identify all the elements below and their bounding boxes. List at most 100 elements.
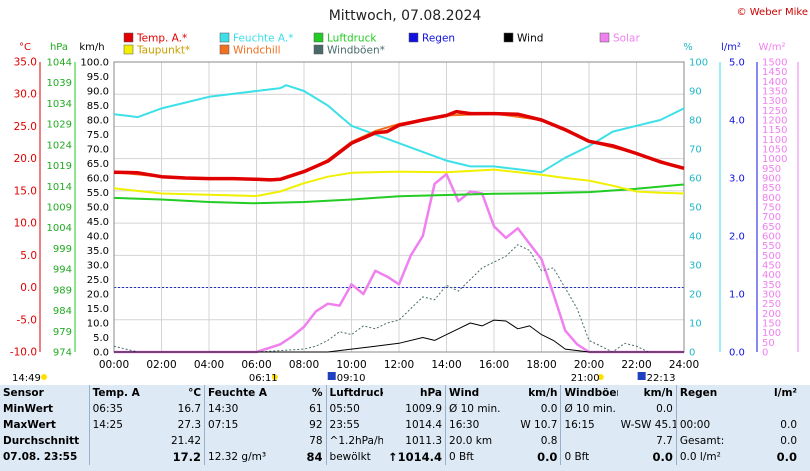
stats-cell xyxy=(675,401,742,417)
stats-cell: 0.0 xyxy=(776,450,797,464)
tick-label-rain: 5.0 xyxy=(729,58,745,69)
tick-label-speed: 100.0 xyxy=(80,58,109,69)
stats-cell: 0.0 xyxy=(540,403,558,415)
tick-label-solar: 250 xyxy=(762,299,781,310)
stats-row-min: MinWert 06:35 16.7 14:30 61 05:50 1009.9… xyxy=(0,401,800,417)
tick-label-speed: 85.0 xyxy=(87,101,109,112)
tick-label-speed: 95.0 xyxy=(87,72,109,83)
legend-swatch xyxy=(599,32,610,43)
tick-label-pressure: 1024 xyxy=(47,140,72,151)
stats-cell: 0.0 xyxy=(537,450,558,464)
stats-cell: MinWert xyxy=(3,403,54,415)
legend-label: Solar xyxy=(613,33,640,45)
tick-label-temp: -5.0 xyxy=(17,314,38,326)
tick-label-temp: 5.0 xyxy=(20,250,37,262)
unit-temp: °C xyxy=(19,42,31,53)
time-marker-label: 22:13 xyxy=(647,373,676,384)
tick-label-humidity: 40 xyxy=(689,232,702,243)
legend-swatch xyxy=(313,44,324,55)
tick-label-solar: 1350 xyxy=(762,87,787,98)
stats-cell: 16:30 xyxy=(445,417,503,433)
tick-label-humidity: 50 xyxy=(689,203,702,214)
stats-cell: 7.7 xyxy=(656,435,673,447)
tick-label-temp: 10.0 xyxy=(14,218,37,230)
legend-swatch xyxy=(123,44,134,55)
legend-label: Taupunkt* xyxy=(136,45,190,57)
stats-cell: 06:35 xyxy=(88,401,140,417)
tick-label-temp: 0.0 xyxy=(20,282,37,294)
grid xyxy=(113,61,685,353)
tick-label-speed: 45.0 xyxy=(87,217,109,228)
tick-label-speed: 0.0 xyxy=(93,348,109,359)
tick-label-speed: 60.0 xyxy=(87,174,109,185)
stats-header: Temp. A. xyxy=(88,385,140,401)
x-tick-label: 10:00 xyxy=(336,359,366,371)
stats-cell: 14:30 xyxy=(204,401,268,417)
time-marker-label: 06:11 xyxy=(249,373,278,384)
tick-label-temp: 30.0 xyxy=(14,89,37,101)
tick-label-solar: 200 xyxy=(762,309,781,320)
tick-label-speed: 10.0 xyxy=(87,319,109,330)
series-line-wind xyxy=(114,319,684,353)
stats-cell: 0.0 xyxy=(780,435,797,447)
stats-cell: 23:55 xyxy=(325,417,383,433)
stats-cell: 07.08. 23:55 xyxy=(3,451,78,463)
stats-table: Sensor Temp. A. °C Feuchte A. % Luftdruc… xyxy=(0,385,800,465)
stats-cell: 1011.3 xyxy=(405,435,443,447)
time-marker-label: 21:00 xyxy=(571,373,600,384)
credit-label: © Weber Mike xyxy=(737,7,808,18)
tick-label-rain: 0.0 xyxy=(729,348,745,359)
tick-label-temp: -10.0 xyxy=(10,347,37,359)
stats-cell: 0.0 l/m² xyxy=(675,449,742,465)
stats-cell: Durchschnitt xyxy=(3,435,80,447)
tick-label-pressure: 1019 xyxy=(47,161,72,172)
legend-swatch xyxy=(219,44,230,55)
tick-label-solar: 950 xyxy=(762,164,781,175)
weather-chart: Mittwoch, 07.08.2024 © Weber Mike °C hPa… xyxy=(9,7,808,384)
legend: Temp. A.* Feuchte A.* Luftdruck Regen Wind So… xyxy=(123,32,640,57)
tick-label-speed: 80.0 xyxy=(87,116,109,127)
stats-header: Feuchte A. xyxy=(204,385,268,401)
stats-cell: 05:50 xyxy=(325,401,383,417)
tick-label-rain: 4.0 xyxy=(729,116,745,127)
stats-cell: 0 Bft xyxy=(560,449,618,465)
tick-label-pressure: 1014 xyxy=(47,182,72,193)
stats-cell: ^1.2hPa/h xyxy=(325,433,383,449)
stats-header: Luftdruck xyxy=(325,385,383,401)
legend-label: Windchill xyxy=(233,45,281,57)
stats-cell xyxy=(560,433,618,449)
tick-label-pressure: 1039 xyxy=(47,78,72,89)
tick-label-solar: 1450 xyxy=(762,67,787,78)
tick-label-solar: 1050 xyxy=(762,145,787,156)
x-tick-label: 14:00 xyxy=(431,359,461,371)
tick-label-solar: 350 xyxy=(762,280,781,291)
stats-cell: 17.2 xyxy=(172,450,202,464)
tick-label-speed: 20.0 xyxy=(87,290,109,301)
tick-label-speed: 15.0 xyxy=(87,304,109,315)
tick-label-pressure: 984 xyxy=(53,306,72,317)
tick-label-solar: 100 xyxy=(762,328,781,339)
x-tick-label: 18:00 xyxy=(526,359,556,371)
stats-cell xyxy=(88,433,140,449)
stats-cell: 16:15 xyxy=(560,417,618,433)
legend-label: Luftdruck xyxy=(327,33,377,45)
tick-label-solar: 1100 xyxy=(762,135,787,146)
stats-cell: 16.7 xyxy=(177,403,202,415)
tick-label-pressure: 1004 xyxy=(47,223,72,234)
stats-cell xyxy=(204,433,268,449)
sun-icon xyxy=(41,374,47,380)
tick-label-solar: 300 xyxy=(762,290,781,301)
tick-label-speed: 50.0 xyxy=(87,203,109,214)
tick-label-rain: 1.0 xyxy=(729,290,745,301)
legend-swatch xyxy=(123,32,134,43)
tick-label-temp: 35.0 xyxy=(14,57,37,69)
tick-label-solar: 400 xyxy=(762,270,781,281)
unit-rain: l/m² xyxy=(721,42,741,53)
tick-label-humidity: 90 xyxy=(689,87,702,98)
tick-label-solar: 1300 xyxy=(762,96,787,107)
sun-icon xyxy=(271,374,278,380)
time-marker-label: 09:10 xyxy=(337,373,366,384)
legend-label: Temp. A.* xyxy=(136,33,187,45)
stats-cell: 20.0 km xyxy=(445,433,503,449)
tick-label-solar: 650 xyxy=(762,222,781,233)
